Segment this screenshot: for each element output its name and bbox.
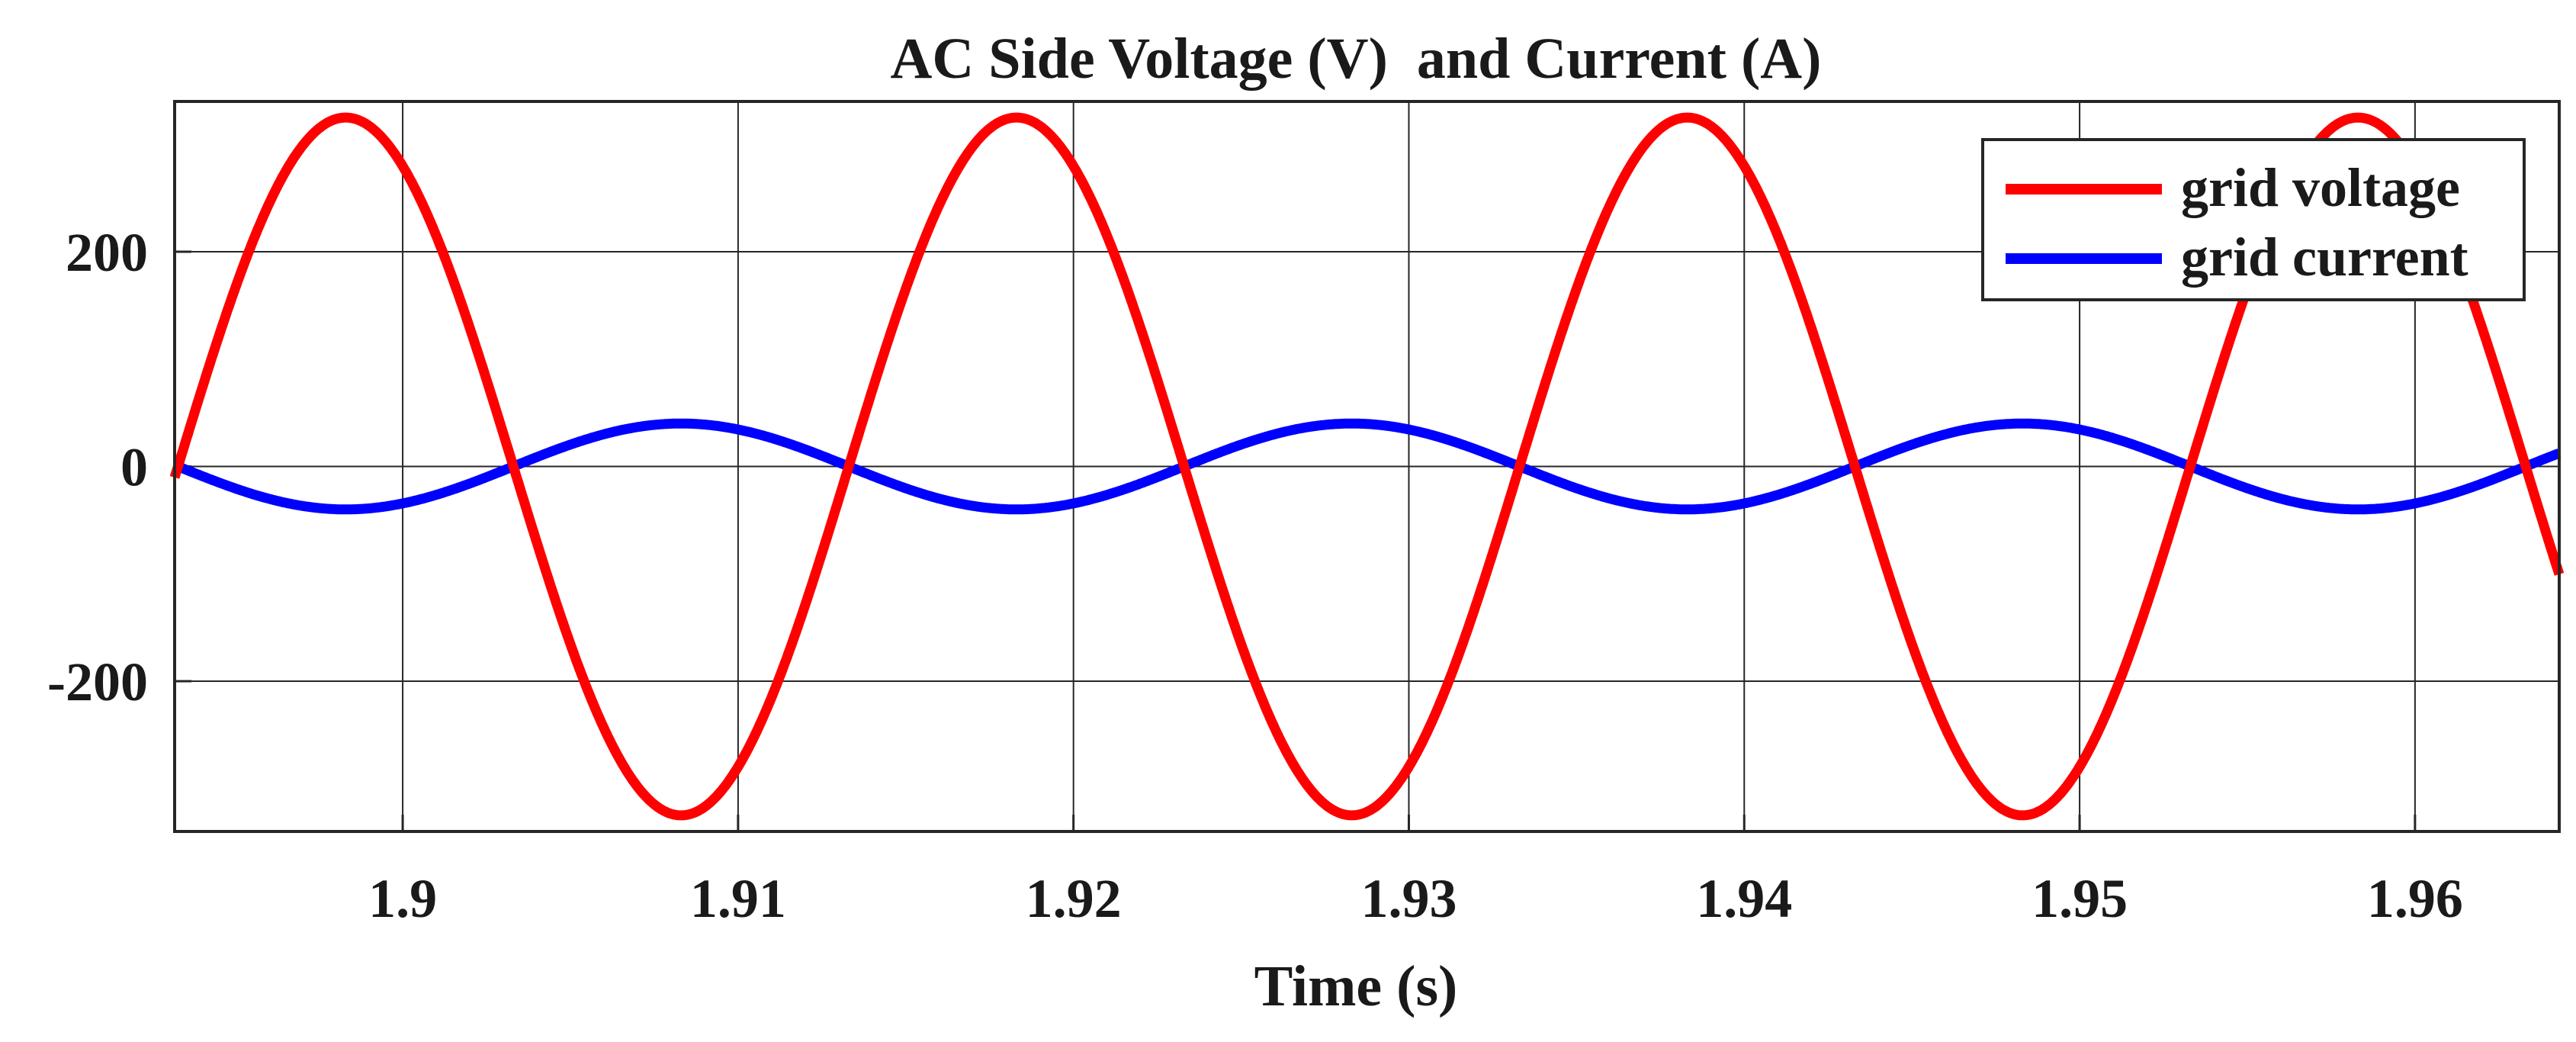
legend-label-grid-current: grid current	[2181, 227, 2468, 288]
legend-label-grid-voltage: grid voltage	[2181, 157, 2460, 218]
x-tick-label: 1.92	[1026, 868, 1122, 929]
plot-frame	[173, 100, 2561, 833]
y-tick-label: 0	[120, 437, 148, 498]
series-lines	[169, 112, 2565, 821]
x-tick-label: 1.96	[2367, 868, 2463, 929]
x-tick-label: 1.95	[2032, 868, 2128, 929]
legend-box	[1981, 138, 2526, 301]
x-tick-label: 1.94	[1696, 868, 1792, 929]
series-line-grid-voltage	[169, 112, 2565, 821]
chart-title: AC Side Voltage (V) and Current (A)	[891, 27, 1822, 91]
x-tick-label: 1.9	[368, 868, 437, 929]
x-tick-label: 1.93	[1360, 868, 1457, 929]
series-line-grid-current	[171, 418, 2563, 515]
y-tick-label: -200	[47, 651, 148, 712]
x-tick-label: 1.91	[690, 868, 786, 929]
x-tick-labels: 1.9 1.91 1.92 1.93 1.94 1.95 1.96	[368, 868, 2463, 929]
y-tick-label: 200	[66, 222, 148, 283]
x-axis-label: Time (s)	[1254, 954, 1458, 1018]
y-tick-labels: -200 0 200	[47, 222, 148, 712]
legend: grid voltage grid current	[1981, 138, 2526, 301]
